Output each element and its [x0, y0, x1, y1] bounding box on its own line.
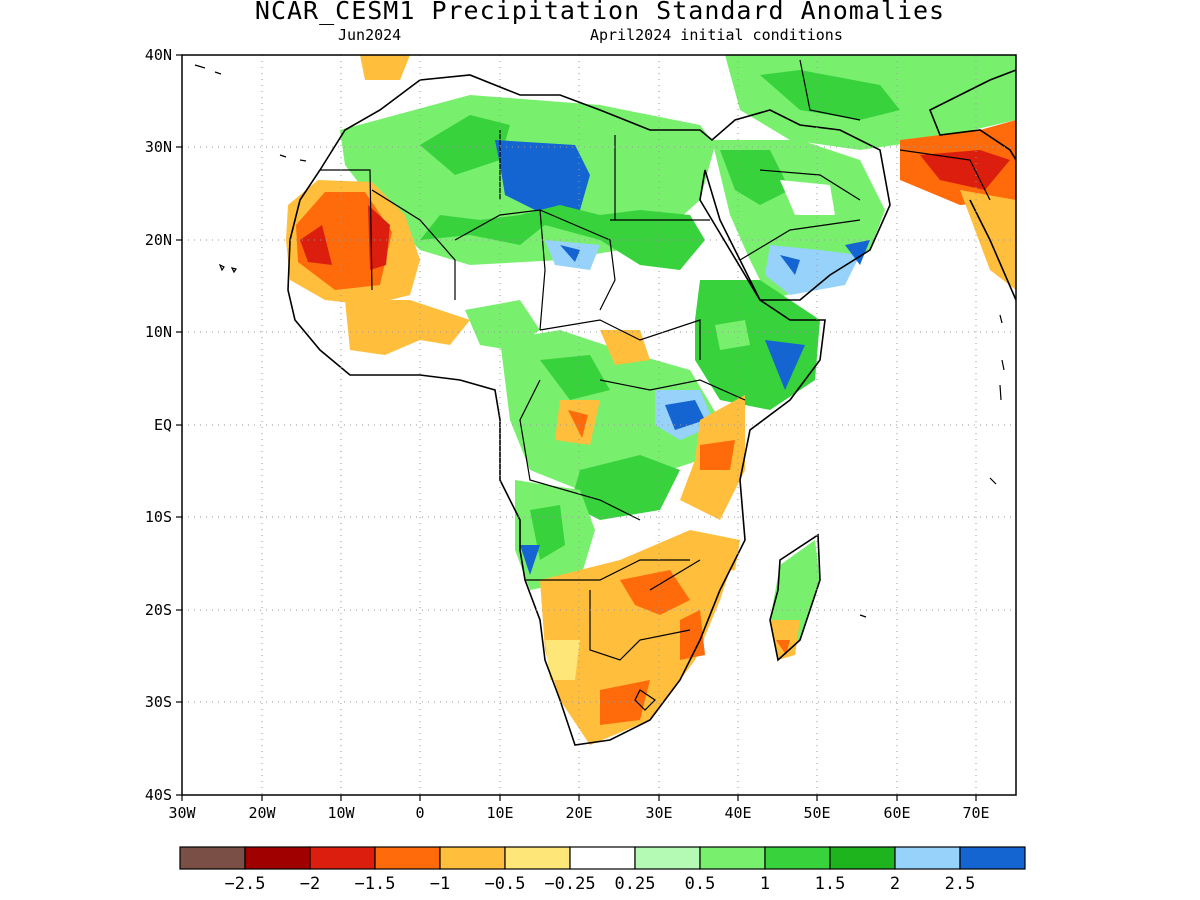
colorbar-label: 0.5 — [685, 874, 716, 894]
islands — [194, 64, 1005, 618]
valid-month-label: Jun2024 — [338, 26, 402, 44]
lat-tick-label: 10S — [145, 508, 172, 526]
lon-tick-label: 40E — [724, 804, 751, 822]
colorbar-swatch — [569, 846, 636, 870]
lon-tick-label: 10E — [486, 804, 513, 822]
lon-tick-label: 30E — [645, 804, 672, 822]
colorbar-swatch — [699, 846, 766, 870]
lon-tick-label: 20E — [565, 804, 592, 822]
colorbar-label: −1 — [430, 874, 450, 894]
graticule — [182, 55, 1016, 795]
colorbar-label: −2 — [300, 874, 320, 894]
colorbar-swatch — [244, 846, 311, 870]
tick-marks — [176, 54, 977, 801]
lat-tick-label: 10N — [145, 323, 172, 341]
colorbar-swatch — [634, 846, 701, 870]
lat-tick-label: 40N — [145, 46, 172, 64]
colorbar-label: −0.25 — [544, 874, 595, 894]
anomaly-field — [286, 55, 1016, 745]
lon-tick-label: 30W — [168, 804, 196, 822]
country-borders — [320, 59, 991, 711]
lat-labels: 40N 30N 20N 10N EQ 10S 20S 30S 40S — [145, 46, 172, 804]
colorbar-swatch — [309, 846, 376, 870]
colorbar-label: −0.5 — [485, 874, 526, 894]
colorbar-label: 2.5 — [945, 874, 976, 894]
colorbar-swatch — [374, 846, 441, 870]
lat-tick-label: 20S — [145, 601, 172, 619]
init-conditions-label: April2024 initial conditions — [590, 26, 843, 44]
coastlines — [287, 69, 1016, 746]
lon-tick-label: 10W — [327, 804, 355, 822]
colorbar: −2.5 −2 −1.5 −1 −0.5 −0.25 0.25 0.5 1 1.5 2 2.5 — [179, 846, 1026, 894]
colorbar-label: −1.5 — [355, 874, 396, 894]
colorbar-swatch — [959, 846, 1026, 870]
lon-tick-label: 20W — [248, 804, 276, 822]
colorbar-swatch — [894, 846, 961, 870]
colorbar-swatch — [829, 846, 896, 870]
colorbar-label: 1.5 — [815, 874, 846, 894]
chart-title: NCAR_CESM1 Precipitation Standard Anomal… — [254, 0, 946, 25]
lat-tick-label: EQ — [154, 416, 172, 434]
colorbar-swatches — [179, 846, 1026, 870]
lat-tick-label: 30S — [145, 693, 172, 711]
lon-tick-label: 50E — [803, 804, 830, 822]
colorbar-swatch — [439, 846, 506, 870]
lon-tick-label: 60E — [883, 804, 910, 822]
colorbar-swatch — [179, 846, 246, 870]
lat-tick-label: 30N — [145, 138, 172, 156]
lon-labels: 30W 20W 10W 0 10E 20E 30E 40E 50E 60E 70… — [168, 804, 989, 822]
colorbar-labels: −2.5 −2 −1.5 −1 −0.5 −0.25 0.25 0.5 1 1.5 2 2.5 — [225, 874, 976, 894]
colorbar-swatch — [764, 846, 831, 870]
colorbar-swatch — [504, 846, 571, 870]
colorbar-label: 2 — [890, 874, 900, 894]
colorbar-label: 0.25 — [615, 874, 656, 894]
colorbar-label: 1 — [760, 874, 770, 894]
lat-tick-label: 20N — [145, 231, 172, 249]
lon-tick-label: 0 — [415, 804, 424, 822]
lon-tick-label: 70E — [962, 804, 989, 822]
lat-tick-label: 40S — [145, 786, 172, 804]
map-content — [182, 55, 1016, 795]
colorbar-label: −2.5 — [225, 874, 266, 894]
